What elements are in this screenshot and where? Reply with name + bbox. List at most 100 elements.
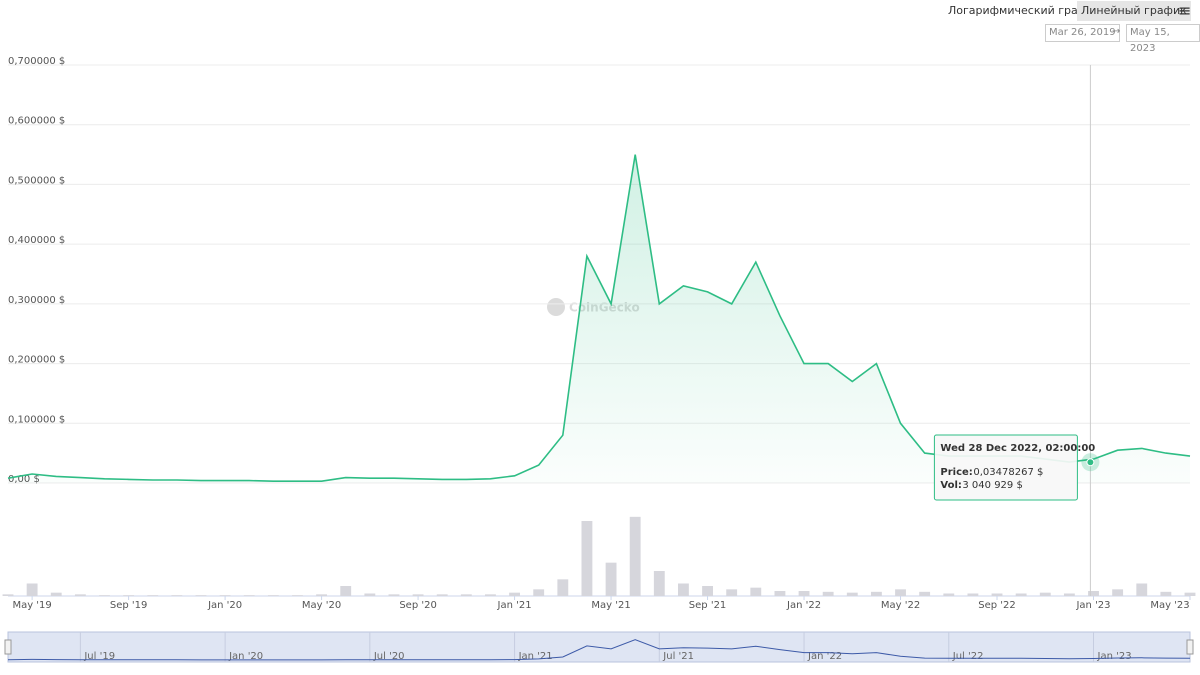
volume-bar	[267, 595, 279, 596]
x-tick-label: May '22	[881, 600, 920, 611]
x-tick-label: Sep '19	[110, 600, 148, 611]
tooltip-vol-label: Vol:	[940, 480, 962, 491]
volume-bar	[870, 591, 882, 596]
volume-bar	[412, 594, 424, 596]
navigator-bg	[7, 631, 1191, 663]
volume-bar	[1136, 583, 1148, 596]
volume-bar	[1112, 589, 1124, 596]
date-from[interactable]: Mar 26, 2019	[1045, 24, 1120, 42]
volume-bar	[726, 589, 738, 596]
watermark-text: CoinGecko	[569, 301, 640, 315]
volume-bar	[460, 594, 472, 596]
volume-bar	[581, 521, 593, 596]
x-tick-label: Jan '22	[786, 600, 821, 611]
volume-bar	[74, 594, 86, 596]
tooltip-price: 0,03478267 $	[973, 467, 1043, 478]
volume-bar	[967, 593, 979, 596]
watermark: CoinGecko	[547, 298, 640, 316]
y-tick-label: 0,600000 $	[8, 116, 65, 127]
volume-bar	[1015, 593, 1027, 596]
volume-bar	[340, 586, 352, 596]
volume-bar	[1039, 592, 1051, 596]
volume-bar	[991, 593, 1003, 596]
hover-point	[1086, 458, 1095, 467]
volume-bar	[292, 595, 303, 596]
volume-bar	[436, 594, 448, 596]
volume-bar	[1063, 593, 1075, 596]
x-tick-label: May '21	[591, 600, 630, 611]
price-area	[8, 154, 1190, 483]
linear-toggle[interactable]: Линейный график	[1077, 1, 1191, 21]
volume-bar	[364, 593, 376, 596]
navigator-tick-label: Jul '22	[952, 651, 984, 662]
y-tick-label: 0,100000 $	[8, 414, 65, 425]
navigator-tick-label: Jan '22	[807, 651, 842, 662]
volume-bar	[195, 595, 207, 596]
volume-bar	[26, 583, 38, 596]
volume-bar	[702, 586, 713, 596]
volume-bar	[557, 579, 569, 596]
volume-bar	[774, 591, 786, 596]
x-tick-label: Jan '20	[207, 600, 242, 611]
navigator-tick-label: Jul '21	[662, 651, 694, 662]
date-to[interactable]: May 15, 2023	[1126, 24, 1200, 54]
navigator-handle	[1186, 639, 1194, 655]
x-tick-label: Sep '21	[689, 600, 727, 611]
volume-bar	[485, 594, 496, 596]
x-tick-label: Sep '20	[399, 600, 437, 611]
volume-bar	[653, 571, 665, 596]
date-arrow: →	[1112, 26, 1121, 37]
navigator-tick-label: Jan '23	[1097, 651, 1132, 662]
x-tick-label: May '20	[302, 600, 341, 611]
volume-bar	[846, 592, 858, 596]
tooltip-title: Wed 28 Dec 2022, 02:00:00	[940, 443, 1095, 454]
volume-bar	[605, 562, 617, 596]
x-tick-label: May '23	[1150, 600, 1189, 611]
volume-bar	[533, 589, 545, 596]
y-tick-label: 0,400000 $	[8, 235, 65, 246]
y-tick-label: 0,300000 $	[8, 295, 65, 306]
volume-bar	[1184, 592, 1196, 596]
tooltip-vol: 3 040 929 $	[962, 480, 1022, 491]
volume-bar	[2, 594, 14, 596]
volume-bar	[919, 591, 931, 596]
y-tick-label: 0,200000 $	[8, 355, 65, 366]
volume-bar	[50, 592, 62, 596]
navigator-line	[7, 639, 1191, 661]
volume-bar	[147, 595, 159, 596]
hover-halo	[1081, 453, 1100, 472]
volume-bar	[750, 587, 762, 596]
navigator-tick-label: Jul '20	[373, 651, 405, 662]
y-tick-label: 0,500000 $	[8, 175, 65, 186]
y-tick-label: 0,700000 $	[8, 56, 65, 67]
volume-bar	[171, 595, 183, 596]
volume-bar	[678, 583, 689, 596]
menu-button[interactable]: ≡	[1178, 1, 1192, 20]
x-tick-label: May '19	[12, 600, 51, 611]
volume-bar	[243, 595, 255, 596]
volume-bar	[123, 595, 135, 596]
volume-bar	[822, 591, 834, 596]
volume-bar	[1160, 591, 1172, 596]
volume-bar	[99, 595, 110, 596]
x-tick-label: Jan '23	[1075, 600, 1110, 611]
volume-bar	[895, 589, 906, 596]
volume-bar	[798, 591, 810, 596]
navigator-tick-label: Jan '21	[518, 651, 553, 662]
tooltip-price-label: Price:	[940, 467, 972, 478]
x-tick-label: Jan '21	[497, 600, 532, 611]
volume-bar	[219, 595, 231, 596]
volume-bar	[388, 594, 400, 596]
navigator-tick-label: Jan '20	[228, 651, 263, 662]
log-toggle[interactable]: Логарифмический график	[948, 4, 1101, 17]
volume-bar	[943, 593, 955, 596]
volume-bar	[1088, 591, 1099, 596]
volume-bar	[629, 516, 641, 596]
price-line	[7, 154, 1191, 482]
volume-bar	[509, 592, 520, 596]
navigator-tick-label: Jul '19	[83, 651, 115, 662]
tooltip-box	[933, 434, 1078, 501]
x-tick-label: Sep '22	[978, 600, 1016, 611]
